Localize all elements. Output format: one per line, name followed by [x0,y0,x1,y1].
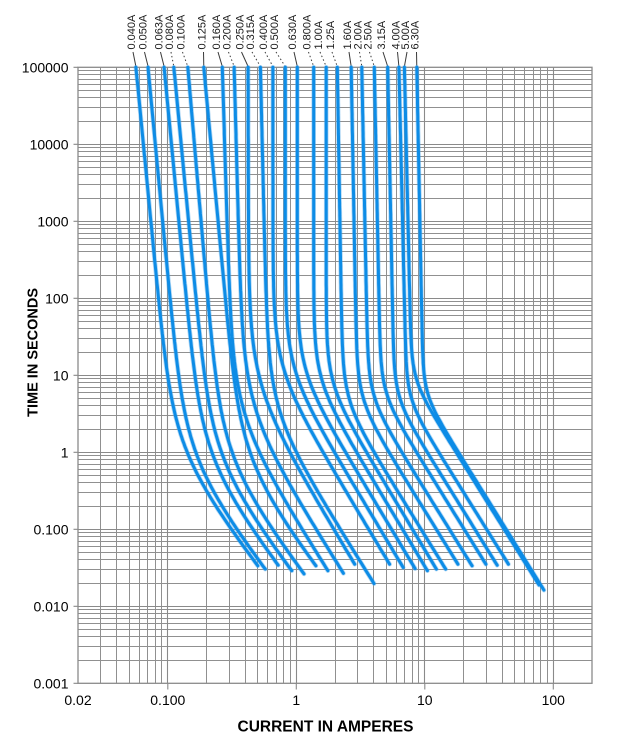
svg-text:0.001: 0.001 [33,675,68,691]
svg-text:0.050A: 0.050A [137,14,149,50]
svg-text:4.00A: 4.00A [390,20,402,49]
svg-text:1000: 1000 [37,213,68,229]
svg-text:0.800A: 0.800A [301,14,313,50]
svg-text:0.100A: 0.100A [175,14,187,50]
svg-text:0.040A: 0.040A [126,14,138,50]
svg-text:0.100: 0.100 [150,692,185,708]
svg-text:100000: 100000 [22,59,69,75]
svg-text:0.630A: 0.630A [287,14,299,50]
svg-text:2.50A: 2.50A [362,20,374,49]
svg-text:1.60A: 1.60A [342,20,354,49]
svg-text:TIME IN SECONDS: TIME IN SECONDS [25,288,41,417]
svg-text:100: 100 [542,692,566,708]
svg-text:0.063A: 0.063A [153,14,165,50]
svg-text:0.100: 0.100 [33,521,68,537]
svg-text:2.00A: 2.00A [352,20,364,49]
svg-text:0.250A: 0.250A [234,14,246,50]
svg-text:10: 10 [417,692,433,708]
svg-text:100: 100 [45,290,69,306]
svg-text:10000: 10000 [30,136,69,152]
svg-text:0.02: 0.02 [64,692,91,708]
svg-text:6.30A: 6.30A [409,20,421,49]
svg-text:0.160A: 0.160A [211,14,223,50]
svg-text:5.00A: 5.00A [400,20,412,49]
svg-text:0.500A: 0.500A [269,14,281,50]
svg-text:1.00A: 1.00A [313,20,325,49]
svg-text:0.200A: 0.200A [221,14,233,50]
svg-text:0.010: 0.010 [33,598,68,614]
svg-text:1.25A: 1.25A [325,20,337,49]
svg-text:1: 1 [292,692,300,708]
svg-text:3.15A: 3.15A [376,20,388,49]
svg-text:0.315A: 0.315A [245,14,257,50]
svg-text:CURRENT IN AMPERES: CURRENT IN AMPERES [238,719,414,736]
svg-text:0.125A: 0.125A [196,14,208,50]
svg-text:10: 10 [53,367,69,383]
svg-text:0.400A: 0.400A [258,14,270,50]
svg-text:0.080A: 0.080A [164,14,176,50]
svg-text:1: 1 [61,444,69,460]
